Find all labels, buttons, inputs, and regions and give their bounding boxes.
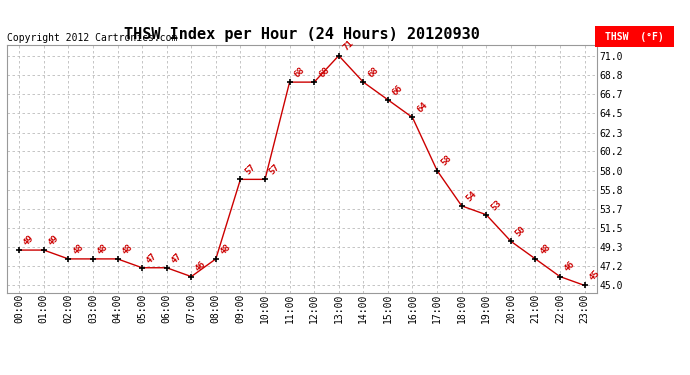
Text: 49: 49 [46, 233, 61, 247]
Text: 64: 64 [415, 101, 429, 115]
Text: 53: 53 [489, 198, 503, 212]
Text: 57: 57 [268, 163, 282, 177]
Text: 47: 47 [145, 251, 159, 265]
Text: 68: 68 [293, 65, 306, 80]
Text: 68: 68 [366, 65, 380, 80]
Text: 54: 54 [464, 189, 478, 203]
Text: 48: 48 [120, 242, 135, 256]
Text: 50: 50 [513, 225, 528, 238]
Text: THSW  (°F): THSW (°F) [605, 32, 664, 42]
Text: 46: 46 [563, 260, 577, 274]
Text: 57: 57 [243, 163, 257, 177]
Text: 58: 58 [440, 154, 454, 168]
Text: Copyright 2012 Cartronics.com: Copyright 2012 Cartronics.com [7, 33, 177, 42]
Text: 48: 48 [538, 242, 552, 256]
Text: 45: 45 [587, 268, 601, 283]
Text: 46: 46 [194, 260, 208, 274]
Text: 68: 68 [317, 65, 331, 80]
Text: 71: 71 [342, 39, 355, 53]
Text: 47: 47 [170, 251, 184, 265]
Text: 48: 48 [219, 242, 233, 256]
Text: 49: 49 [22, 233, 36, 247]
Text: 48: 48 [96, 242, 110, 256]
Text: 48: 48 [71, 242, 85, 256]
Text: 66: 66 [391, 83, 404, 97]
Title: THSW Index per Hour (24 Hours) 20120930: THSW Index per Hour (24 Hours) 20120930 [124, 27, 480, 42]
